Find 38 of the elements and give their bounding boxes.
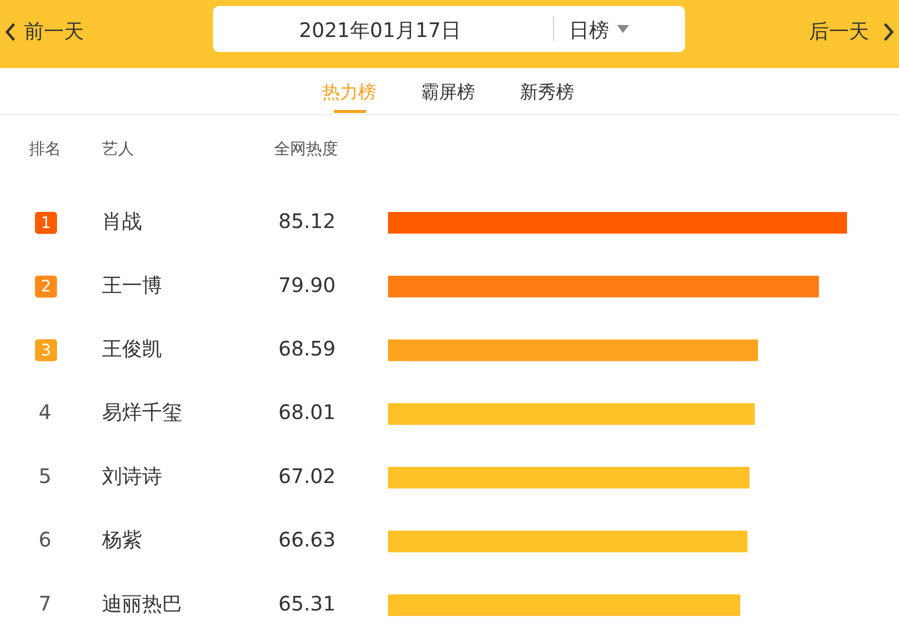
data-label: 85.12: [278, 209, 336, 234]
bar: [388, 339, 758, 362]
text: 7: [38, 591, 52, 616]
y-tick-label: 王一博: [102, 272, 162, 297]
text: 1: [40, 213, 52, 232]
text: 5: [38, 464, 52, 488]
y-tick-label: 王俊凯: [102, 336, 162, 360]
text: 4: [38, 400, 52, 424]
text: 新秀榜: [520, 81, 574, 104]
x-axis-title: 全网热度: [274, 139, 338, 158]
text: 热力榜: [322, 81, 376, 104]
text: 前一天: [24, 18, 84, 45]
text: 霸屏榜: [421, 81, 475, 104]
data-label: 67.02: [278, 464, 336, 488]
text: 6: [38, 528, 52, 552]
bar: [388, 212, 848, 234]
y-tick-label: 易烊千玺: [102, 400, 182, 424]
chart-title: 2021年01月17日: [299, 17, 461, 44]
data-label: 68.01: [278, 400, 336, 424]
y-tick-label: 肖战: [102, 209, 142, 234]
data-label: 65.31: [278, 591, 336, 616]
y-axis-title: 艺人: [102, 139, 134, 158]
bar: [388, 530, 748, 552]
bar: [388, 276, 819, 298]
data-label: 79.90: [278, 272, 336, 297]
data-label: 68.59: [278, 336, 336, 360]
bar: [388, 403, 755, 425]
y-tick-label: 刘诗诗: [102, 464, 162, 488]
bar: [388, 594, 740, 616]
y-tick-label: 杨紫: [101, 528, 142, 552]
y-tick-label: 迪丽热巴: [102, 591, 182, 616]
text: 3: [40, 340, 52, 360]
text: 后一天: [809, 18, 869, 45]
text: 2: [40, 276, 52, 296]
text: 日榜: [569, 17, 609, 44]
bar: [388, 466, 750, 489]
text: 排名: [29, 139, 61, 158]
data-label: 66.63: [278, 528, 336, 552]
